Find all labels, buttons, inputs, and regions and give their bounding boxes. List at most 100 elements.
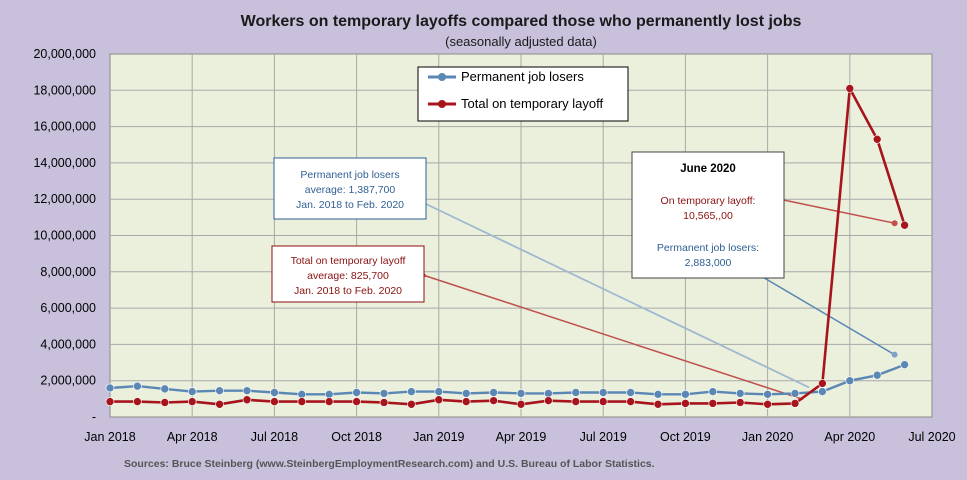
y-tick-label: 20,000,000 <box>33 47 96 61</box>
series-permanent-job-losers-point <box>626 388 635 397</box>
series-permanent-job-losers-line <box>109 363 906 396</box>
y-tick-label: 14,000,000 <box>33 156 96 170</box>
series-temporary-layoff-point <box>818 379 827 388</box>
series-permanent-job-losers-point <box>379 389 389 398</box>
arrow-june-temporary-tail <box>891 220 898 227</box>
series-temporary-layoff-line <box>110 87 906 406</box>
y-tick-label: 16,000,000 <box>33 120 96 134</box>
y-tick-label: 4,000,000 <box>40 337 96 351</box>
legend-marker-permanent <box>438 73 446 81</box>
annotation-temporary-average: Total on temporary layoff average: 825,7… <box>271 245 425 303</box>
series-permanent-job-losers-point <box>872 370 882 380</box>
annotation-june-2020: June 2020 On temporary layoff: 10,565,,0… <box>631 151 785 279</box>
x-tick-label: Oct 2018 <box>331 430 382 444</box>
arrow-temporary-average <box>426 276 804 401</box>
series-temporary-layoff-point <box>845 84 855 93</box>
series-permanent-job-losers-point <box>215 386 224 395</box>
y-tick-label: - <box>92 410 96 424</box>
series-temporary-layoff-point <box>270 397 279 406</box>
x-tick-label: Jan 2018 <box>84 430 135 444</box>
arrow-permanent-average <box>426 204 810 389</box>
y-tick-label: 8,000,000 <box>40 265 96 279</box>
legend-label-temporary: Total on temporary layoff <box>461 96 603 111</box>
x-tick-label: Jul 2020 <box>908 430 955 444</box>
annotation-june-temp-label: On temporary layoff: <box>661 195 756 207</box>
series-temporary-layoff-point <box>735 398 745 407</box>
series-temporary-layoff-point <box>763 399 772 409</box>
y-tick-label: 12,000,000 <box>33 192 96 206</box>
series-permanent-job-losers-point <box>407 387 416 396</box>
y-tick-label: 6,000,000 <box>40 301 96 315</box>
series-permanent-job-losers-point <box>516 389 526 398</box>
series-permanent-job-losers-point <box>735 389 745 398</box>
annotation-permanent-average-box <box>273 157 427 220</box>
series-permanent-job-losers-point <box>818 387 827 396</box>
chart-title: Workers on temporary layoffs compared th… <box>241 13 802 30</box>
x-tick-label: Oct 2019 <box>660 430 711 444</box>
annotation-temporary-average-line-2: average: 825,700 <box>307 270 389 282</box>
series-permanent-job-losers-point <box>763 390 772 399</box>
series-temporary-layoff-point <box>900 220 909 230</box>
y-tick-label: 2,000,000 <box>40 374 96 388</box>
arrow-layer <box>426 198 898 401</box>
series-temporary-layoff-point <box>187 397 197 406</box>
series-permanent-job-losers-point <box>352 388 361 397</box>
series-temporary-layoff-point <box>215 399 224 409</box>
series-permanent-job-losers-point <box>544 389 553 398</box>
series-permanent-job-losers-point <box>845 376 855 386</box>
series-permanent-job-losers-point <box>653 390 663 399</box>
series-permanent-job-losers-point <box>297 390 307 399</box>
x-tick-label: Jan 2019 <box>413 430 464 444</box>
chart-subtitle: (seasonally adjusted data) <box>445 34 597 49</box>
series-permanent-job-losers-point <box>708 387 718 396</box>
series-permanent-job-losers-point <box>242 386 252 395</box>
legend: Permanent job losers Total on temporary … <box>417 66 629 122</box>
series-permanent-job-losers-point <box>434 387 444 396</box>
legend-marker-temporary <box>438 100 446 108</box>
series-permanent-job-losers-point <box>681 390 690 399</box>
annotation-temporary-average-line-1: Total on temporary layoff <box>291 255 406 267</box>
series-temporary-layoff-point <box>708 399 718 408</box>
series-temporary-layoff-point <box>544 396 553 405</box>
x-tick-label: Jul 2018 <box>251 430 298 444</box>
x-tick-label: Jul 2019 <box>580 430 627 444</box>
series-permanent-job-losers-point <box>187 387 197 396</box>
series-permanent-job-losers-point <box>105 383 115 393</box>
series-permanent-job-losers-point <box>160 384 170 394</box>
series-temporary-layoff-point <box>489 396 498 405</box>
series-permanent-job-losers-point <box>461 389 471 398</box>
x-tick-label: Apr 2020 <box>824 430 875 444</box>
annotation-permanent-average-line-1: Permanent job losers <box>300 169 399 181</box>
annotation-permanent-average-line-2: average: 1,387,700 <box>305 184 396 196</box>
series-permanent-job-losers-point <box>133 381 142 391</box>
series-permanent-job-losers-point <box>270 388 279 397</box>
series-temporary-layoff-point <box>872 135 882 144</box>
series-temporary-layoff-point <box>790 399 800 408</box>
series-temporary-layoff-point <box>681 399 690 408</box>
annotation-june-perm-label: Permanent job losers: <box>657 242 759 254</box>
series-permanent-job-losers-point <box>489 388 498 397</box>
series-temporary-layoff-point <box>379 398 389 407</box>
annotation-temporary-average-box <box>271 245 425 303</box>
series-temporary-layoff-point <box>297 397 307 406</box>
series-temporary-layoff-point <box>598 397 608 406</box>
legend-label-permanent: Permanent job losers <box>461 69 584 84</box>
series-permanent-job-losers-point <box>324 390 334 399</box>
series-temporary-layoff-point <box>105 397 115 406</box>
series-temporary-layoff-point <box>653 399 663 409</box>
series-permanent-job-losers-point <box>571 388 581 397</box>
series-temporary-layoff-point <box>352 397 361 406</box>
x-tick-label: Apr 2019 <box>496 430 547 444</box>
arrow-june-permanent-tail <box>891 351 898 358</box>
annotation-june-2020-header: June 2020 <box>680 163 736 175</box>
x-tick-label: Jan 2020 <box>742 430 793 444</box>
y-tick-label: 10,000,000 <box>33 229 96 243</box>
series-temporary-layoff-point <box>461 397 471 406</box>
series-temporary-layoff-point <box>626 397 635 406</box>
series-temporary-layoff-point <box>160 398 170 407</box>
series-temporary-layoff-point <box>516 399 526 409</box>
arrow-june-temporary <box>774 198 895 224</box>
series-temporary-layoff-point <box>324 397 334 406</box>
series-permanent-job-losers-point <box>900 360 909 369</box>
